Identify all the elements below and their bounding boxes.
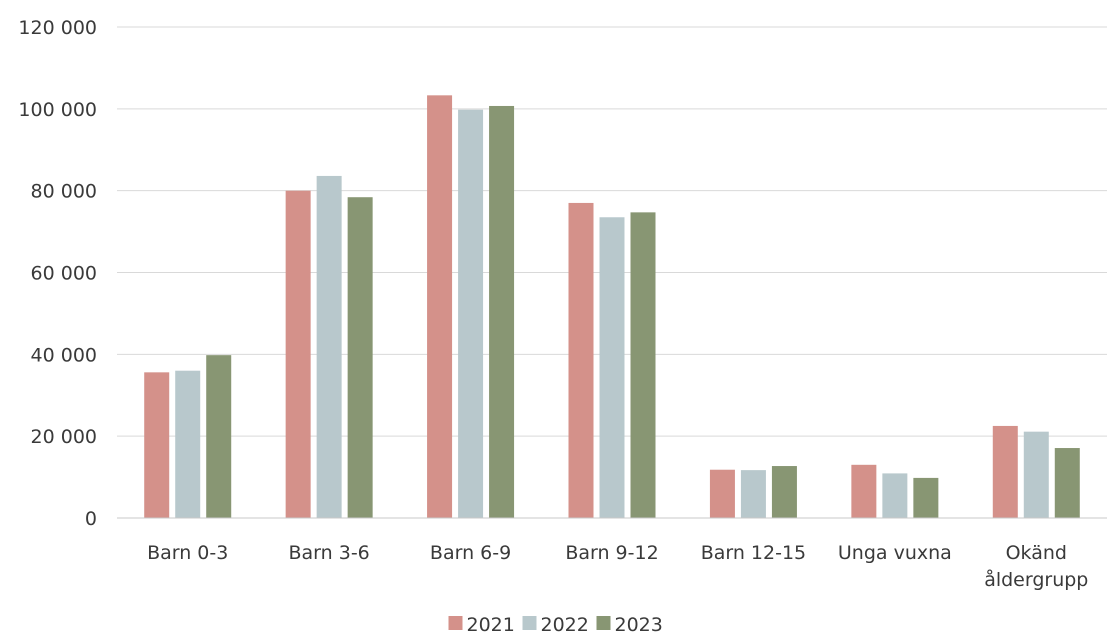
bar-2023-5 (913, 477, 939, 518)
bar-2021-2 (427, 95, 453, 518)
y-tick-label: 20 000 (31, 426, 97, 448)
y-tick-label: 120 000 (18, 17, 97, 39)
y-tick-label: 0 (85, 508, 97, 530)
bar-2023-1 (347, 197, 373, 519)
x-tick-label: åldergrupp (984, 568, 1088, 591)
bars (144, 95, 1080, 519)
y-tick-label: 60 000 (31, 263, 97, 285)
x-tick-label: Barn 9-12 (565, 542, 658, 564)
bar-2022-2 (458, 109, 484, 518)
legend-label: 2021 (467, 614, 515, 636)
bar-2021-6 (992, 425, 1018, 518)
bar-2021-4 (709, 469, 735, 518)
bar-2023-3 (630, 212, 656, 519)
bar-2022-4 (740, 470, 766, 518)
legend-label: 2023 (615, 614, 663, 636)
y-axis: 0 20 000 40 000 60 000 80 000 100 000 120 000 (18, 17, 97, 530)
x-tick-label: Unga vuxna (838, 542, 952, 564)
bar-2021-1 (285, 190, 311, 518)
x-axis: Barn 0-3 Barn 3-6 Barn 6-9 Barn 9-12 Barn 12… (117, 517, 1107, 591)
legend-label: 2022 (541, 614, 589, 636)
bar-2023-4 (771, 466, 797, 518)
bar-2022-5 (882, 473, 908, 518)
bar-2022-0 (175, 370, 201, 518)
x-tick-label: Barn 6-9 (430, 542, 511, 564)
legend-swatch (596, 616, 611, 630)
x-tick-label: Barn 12-15 (701, 542, 806, 564)
bar-2023-6 (1054, 448, 1080, 518)
bar-2021-5 (851, 464, 877, 518)
y-tick-label: 40 000 (31, 344, 97, 366)
legend: 2021 2022 2023 (448, 614, 663, 636)
y-tick-label: 100 000 (18, 99, 97, 121)
bar-2023-0 (206, 355, 232, 518)
x-tick-label: Barn 0-3 (147, 542, 228, 564)
bar-2021-0 (144, 372, 170, 518)
legend-swatch (522, 616, 537, 630)
y-tick-label: 80 000 (31, 181, 97, 203)
bar-2022-3 (599, 217, 625, 518)
bar-2022-1 (316, 175, 342, 519)
x-tick-label: Barn 3-6 (289, 542, 370, 564)
bar-2021-3 (568, 202, 594, 519)
legend-item-2021: 2021 (448, 614, 515, 636)
legend-item-2023: 2023 (596, 614, 663, 636)
legend-item-2022: 2022 (522, 614, 589, 636)
x-tick-label: Okänd (1006, 542, 1067, 564)
legend-swatch (448, 616, 463, 630)
bar-2023-2 (489, 105, 515, 518)
bar-2022-6 (1023, 431, 1049, 518)
